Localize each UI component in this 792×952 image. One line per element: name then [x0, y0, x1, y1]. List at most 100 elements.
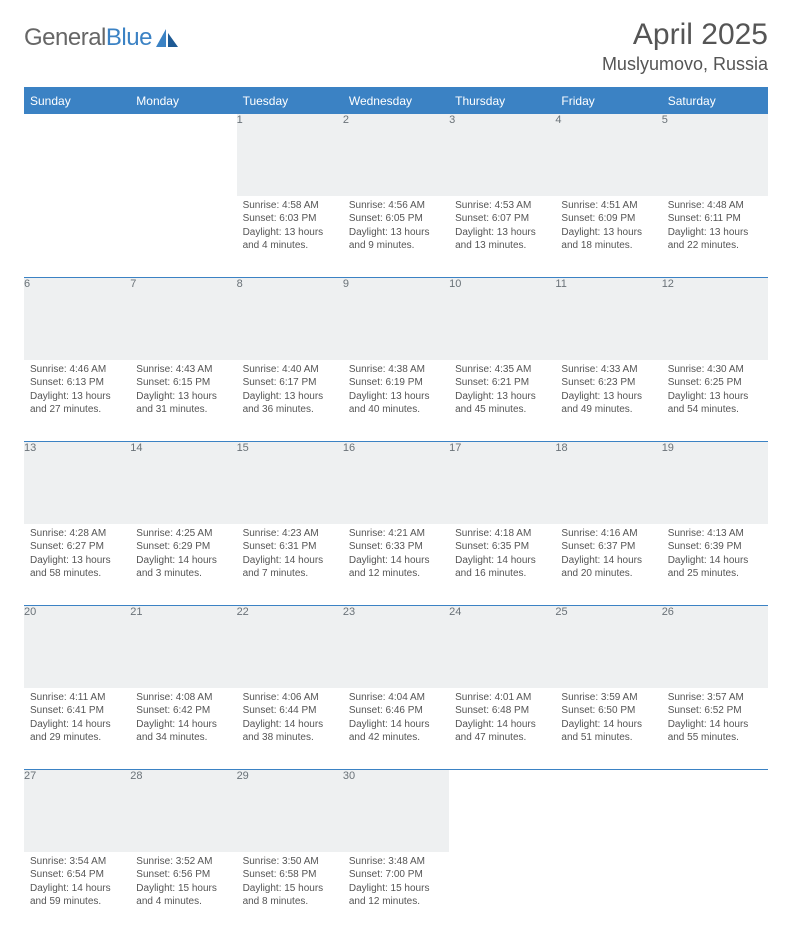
- day-details: Sunrise: 4:25 AMSunset: 6:29 PMDaylight:…: [130, 524, 236, 586]
- sunset-text: Sunset: 7:00 PM: [349, 868, 443, 882]
- day-number: 26: [662, 606, 768, 688]
- daylight-text: Daylight: 13 hours and 31 minutes.: [136, 390, 230, 417]
- day-cell: Sunrise: 4:13 AMSunset: 6:39 PMDaylight:…: [662, 524, 768, 606]
- daylight-text: Daylight: 15 hours and 4 minutes.: [136, 882, 230, 909]
- sunrise-text: Sunrise: 4:30 AM: [668, 363, 762, 377]
- sunrise-text: Sunrise: 4:46 AM: [30, 363, 124, 377]
- sunrise-text: Sunrise: 4:56 AM: [349, 199, 443, 213]
- day-details: Sunrise: 4:48 AMSunset: 6:11 PMDaylight:…: [662, 196, 768, 258]
- sunrise-text: Sunrise: 3:57 AM: [668, 691, 762, 705]
- day-cell: Sunrise: 4:30 AMSunset: 6:25 PMDaylight:…: [662, 360, 768, 442]
- day-cell: Sunrise: 4:28 AMSunset: 6:27 PMDaylight:…: [24, 524, 130, 606]
- sunset-text: Sunset: 6:35 PM: [455, 540, 549, 554]
- day-number: [449, 770, 555, 852]
- day-cell: [555, 852, 661, 934]
- day-number: 22: [237, 606, 343, 688]
- sunset-text: Sunset: 6:17 PM: [243, 376, 337, 390]
- day-number: 14: [130, 442, 236, 524]
- sunset-text: Sunset: 6:41 PM: [30, 704, 124, 718]
- sunrise-text: Sunrise: 4:33 AM: [561, 363, 655, 377]
- sunset-text: Sunset: 6:56 PM: [136, 868, 230, 882]
- sunset-text: Sunset: 6:31 PM: [243, 540, 337, 554]
- sunrise-text: Sunrise: 4:28 AM: [30, 527, 124, 541]
- day-details: Sunrise: 4:38 AMSunset: 6:19 PMDaylight:…: [343, 360, 449, 422]
- day-number: [555, 770, 661, 852]
- day-number: 10: [449, 278, 555, 360]
- sunset-text: Sunset: 6:54 PM: [30, 868, 124, 882]
- day-cell: Sunrise: 4:08 AMSunset: 6:42 PMDaylight:…: [130, 688, 236, 770]
- sunrise-text: Sunrise: 4:16 AM: [561, 527, 655, 541]
- day-number: 12: [662, 278, 768, 360]
- day-number: 18: [555, 442, 661, 524]
- daylight-text: Daylight: 13 hours and 18 minutes.: [561, 226, 655, 253]
- sunset-text: Sunset: 6:23 PM: [561, 376, 655, 390]
- location: Muslyumovo, Russia: [602, 54, 768, 75]
- day-number: 17: [449, 442, 555, 524]
- daylight-text: Daylight: 13 hours and 36 minutes.: [243, 390, 337, 417]
- sunset-text: Sunset: 6:15 PM: [136, 376, 230, 390]
- sunrise-text: Sunrise: 4:53 AM: [455, 199, 549, 213]
- daynum-row: 6789101112: [24, 278, 768, 360]
- daylight-text: Daylight: 14 hours and 20 minutes.: [561, 554, 655, 581]
- col-saturday: Saturday: [662, 88, 768, 114]
- day-details: Sunrise: 4:11 AMSunset: 6:41 PMDaylight:…: [24, 688, 130, 750]
- sunset-text: Sunset: 6:19 PM: [349, 376, 443, 390]
- daylight-text: Daylight: 14 hours and 38 minutes.: [243, 718, 337, 745]
- sunrise-text: Sunrise: 3:48 AM: [349, 855, 443, 869]
- day-number: 6: [24, 278, 130, 360]
- daylight-text: Daylight: 14 hours and 51 minutes.: [561, 718, 655, 745]
- day-number: [662, 770, 768, 852]
- sunset-text: Sunset: 6:21 PM: [455, 376, 549, 390]
- sunset-text: Sunset: 6:29 PM: [136, 540, 230, 554]
- day-details: Sunrise: 4:06 AMSunset: 6:44 PMDaylight:…: [237, 688, 343, 750]
- day-number: 20: [24, 606, 130, 688]
- daylight-text: Daylight: 13 hours and 45 minutes.: [455, 390, 549, 417]
- sunrise-text: Sunrise: 4:25 AM: [136, 527, 230, 541]
- day-details: Sunrise: 4:28 AMSunset: 6:27 PMDaylight:…: [24, 524, 130, 586]
- day-number: 13: [24, 442, 130, 524]
- sunrise-text: Sunrise: 4:04 AM: [349, 691, 443, 705]
- day-number: 11: [555, 278, 661, 360]
- day-cell: Sunrise: 3:57 AMSunset: 6:52 PMDaylight:…: [662, 688, 768, 770]
- sunset-text: Sunset: 6:46 PM: [349, 704, 443, 718]
- daylight-text: Daylight: 13 hours and 13 minutes.: [455, 226, 549, 253]
- day-details: Sunrise: 3:52 AMSunset: 6:56 PMDaylight:…: [130, 852, 236, 914]
- sunrise-text: Sunrise: 3:54 AM: [30, 855, 124, 869]
- sunset-text: Sunset: 6:03 PM: [243, 212, 337, 226]
- day-details: Sunrise: 3:48 AMSunset: 7:00 PMDaylight:…: [343, 852, 449, 914]
- day-details: Sunrise: 3:54 AMSunset: 6:54 PMDaylight:…: [24, 852, 130, 914]
- col-friday: Friday: [555, 88, 661, 114]
- daylight-text: Daylight: 14 hours and 42 minutes.: [349, 718, 443, 745]
- week-row: Sunrise: 4:11 AMSunset: 6:41 PMDaylight:…: [24, 688, 768, 770]
- daylight-text: Daylight: 13 hours and 40 minutes.: [349, 390, 443, 417]
- day-details: Sunrise: 4:04 AMSunset: 6:46 PMDaylight:…: [343, 688, 449, 750]
- day-details: Sunrise: 4:30 AMSunset: 6:25 PMDaylight:…: [662, 360, 768, 422]
- day-cell: Sunrise: 4:25 AMSunset: 6:29 PMDaylight:…: [130, 524, 236, 606]
- day-cell: Sunrise: 4:48 AMSunset: 6:11 PMDaylight:…: [662, 196, 768, 278]
- daylight-text: Daylight: 15 hours and 12 minutes.: [349, 882, 443, 909]
- day-cell: Sunrise: 4:35 AMSunset: 6:21 PMDaylight:…: [449, 360, 555, 442]
- daylight-text: Daylight: 13 hours and 27 minutes.: [30, 390, 124, 417]
- sunrise-text: Sunrise: 4:58 AM: [243, 199, 337, 213]
- day-number: 16: [343, 442, 449, 524]
- weekday-header-row: Sunday Monday Tuesday Wednesday Thursday…: [24, 88, 768, 114]
- page: GeneralBlue April 2025 Muslyumovo, Russi…: [0, 0, 792, 952]
- daylight-text: Daylight: 14 hours and 29 minutes.: [30, 718, 124, 745]
- day-details: Sunrise: 4:08 AMSunset: 6:42 PMDaylight:…: [130, 688, 236, 750]
- day-cell: Sunrise: 4:18 AMSunset: 6:35 PMDaylight:…: [449, 524, 555, 606]
- logo-sail-icon: [156, 29, 178, 47]
- day-cell: Sunrise: 4:43 AMSunset: 6:15 PMDaylight:…: [130, 360, 236, 442]
- day-cell: Sunrise: 3:54 AMSunset: 6:54 PMDaylight:…: [24, 852, 130, 934]
- day-number: 19: [662, 442, 768, 524]
- day-details: Sunrise: 3:57 AMSunset: 6:52 PMDaylight:…: [662, 688, 768, 750]
- daynum-row: 13141516171819: [24, 442, 768, 524]
- day-details: Sunrise: 4:21 AMSunset: 6:33 PMDaylight:…: [343, 524, 449, 586]
- day-number: 4: [555, 114, 661, 196]
- day-number: 24: [449, 606, 555, 688]
- daynum-row: 12345: [24, 114, 768, 196]
- week-row: Sunrise: 4:28 AMSunset: 6:27 PMDaylight:…: [24, 524, 768, 606]
- logo-part1: General: [24, 24, 106, 51]
- sunrise-text: Sunrise: 3:52 AM: [136, 855, 230, 869]
- day-details: Sunrise: 3:59 AMSunset: 6:50 PMDaylight:…: [555, 688, 661, 750]
- daylight-text: Daylight: 14 hours and 3 minutes.: [136, 554, 230, 581]
